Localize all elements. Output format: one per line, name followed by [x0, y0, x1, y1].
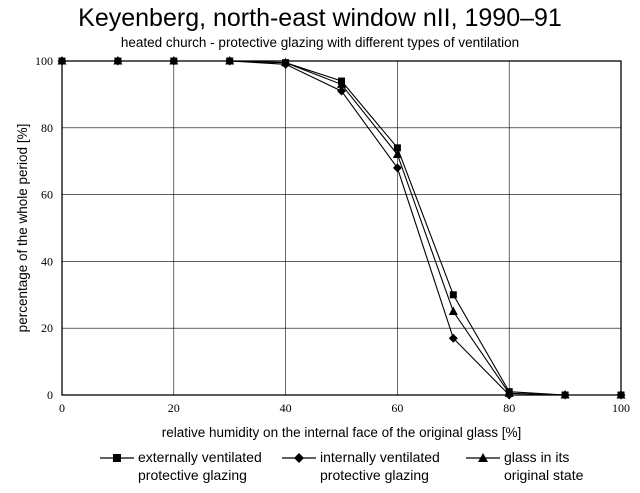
- chart-subtitle: heated church - protective glazing with …: [120, 35, 520, 50]
- y-tick-labels: 0 20 40 60 80 100: [35, 54, 53, 402]
- y-tick-label: 80: [41, 121, 53, 135]
- triangle-marker-icon: [466, 453, 500, 462]
- y-tick-label: 60: [41, 188, 53, 202]
- data-point: [281, 57, 291, 67]
- data-point: [169, 56, 179, 65]
- square-marker-icon: [100, 454, 134, 462]
- series-line: [62, 60, 621, 396]
- y-tick-label: 100: [35, 54, 53, 68]
- series-square: [58, 57, 625, 399]
- x-tick-label: 80: [503, 401, 515, 415]
- series-diamond: [57, 56, 626, 400]
- y-tick-label: 20: [41, 321, 53, 335]
- data-point: [392, 163, 402, 173]
- x-axis-label: relative humidity on the internal face o…: [162, 425, 521, 440]
- data-point: [448, 333, 458, 343]
- data-point: [560, 390, 570, 399]
- data-point: [113, 56, 123, 65]
- x-tick-labels: 0 20 40 60 80 100: [59, 401, 630, 415]
- y-tick-label: 0: [47, 388, 53, 402]
- legend-label: internally ventilated protective glazing: [320, 449, 440, 483]
- data-point: [393, 144, 401, 152]
- series-line: [62, 60, 621, 396]
- data-point: [616, 390, 626, 399]
- x-tick-label: 40: [280, 401, 292, 415]
- legend: externally ventilated protective glazing…: [0, 448, 640, 493]
- x-tick-label: 20: [168, 401, 180, 415]
- data-point: [225, 56, 235, 65]
- line-chart: 0 20 40 60 80 100 0 20 40 60 80 100 relative humid…: [15, 54, 630, 440]
- data-point: [504, 388, 514, 397]
- legend-label: glass in its original state: [504, 449, 584, 483]
- y-tick-label: 40: [41, 254, 53, 268]
- grid-lines: [61, 60, 622, 396]
- data-point: [337, 86, 346, 96]
- series-layer: [57, 56, 626, 400]
- legend-item-internally-ventilated: internally ventilated protective glazing: [282, 448, 470, 484]
- data-point: [57, 56, 67, 65]
- chart-title: Keyenberg, north-east window nII, 1990–9…: [78, 4, 562, 32]
- series-line: [62, 60, 621, 396]
- legend-item-externally-ventilated: externally ventilated protective glazing: [100, 448, 288, 484]
- y-axis-label: percentage of the whole period [%]: [15, 124, 30, 333]
- data-point: [337, 79, 346, 88]
- x-tick-label: 100: [612, 401, 630, 415]
- series-triangle: [57, 56, 626, 399]
- legend-item-original-state: glass in its original state: [466, 448, 640, 484]
- x-tick-label: 0: [59, 401, 65, 415]
- data-point: [449, 291, 457, 299]
- diamond-marker-icon: [282, 453, 316, 463]
- data-point: [392, 149, 402, 159]
- x-tick-label: 60: [391, 401, 403, 415]
- plot-frame: [61, 60, 622, 396]
- data-point: [448, 306, 458, 315]
- legend-label: externally ventilated protective glazing: [138, 449, 262, 483]
